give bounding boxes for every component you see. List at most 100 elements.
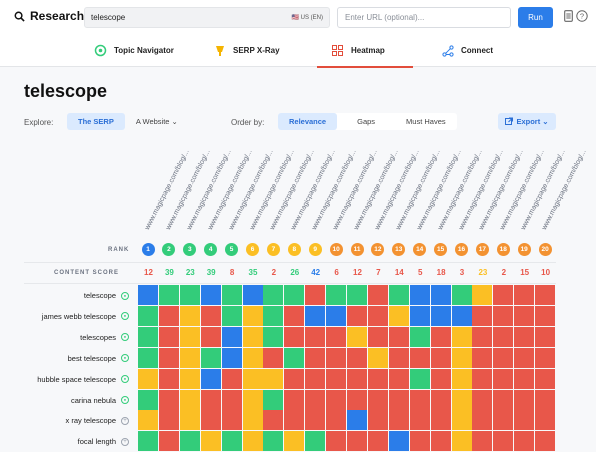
heatmap-cell[interactable]: [535, 389, 556, 410]
heatmap-cell[interactable]: [388, 368, 409, 389]
heatmap-cell[interactable]: [221, 326, 242, 347]
heatmap-cell[interactable]: [242, 389, 263, 410]
heatmap-cell[interactable]: [347, 285, 367, 305]
heatmap-cell[interactable]: [451, 368, 472, 389]
explore-option-website[interactable]: A Website ⌄: [135, 117, 178, 126]
order-option-relevance[interactable]: Relevance: [278, 113, 338, 130]
heatmap-cell[interactable]: [138, 368, 158, 389]
heatmap-cell[interactable]: [200, 305, 221, 326]
heatmap-cell[interactable]: [263, 326, 284, 347]
heatmap-cell[interactable]: [326, 305, 347, 326]
check-circle-icon[interactable]: ●: [121, 333, 129, 342]
heatmap-cell[interactable]: [367, 389, 388, 410]
heatmap-cell[interactable]: [179, 326, 200, 347]
heatmap-cell[interactable]: [367, 410, 388, 431]
heatmap-cell[interactable]: [284, 410, 305, 431]
heatmap-cell[interactable]: [179, 389, 200, 410]
check-circle-icon[interactable]: ●: [121, 312, 129, 321]
heatmap-cell[interactable]: [179, 285, 200, 305]
locale-select[interactable]: 🇺🇸 US (EN): [291, 15, 323, 21]
heatmap-cell[interactable]: [430, 431, 451, 452]
heatmap-cell[interactable]: [514, 410, 535, 431]
heatmap-cell[interactable]: [535, 431, 556, 452]
heatmap-cell[interactable]: [305, 326, 326, 347]
heatmap-cell[interactable]: [347, 347, 367, 368]
heatmap-cell[interactable]: [305, 431, 326, 452]
heatmap-cell[interactable]: [326, 389, 347, 410]
heatmap-cell[interactable]: [326, 431, 347, 452]
heatmap-row-label[interactable]: focal length +: [0, 431, 137, 452]
heatmap-row-label[interactable]: best telescope ●: [0, 348, 137, 369]
heatmap-cell[interactable]: [472, 410, 493, 431]
heatmap-cell[interactable]: [367, 326, 388, 347]
heatmap-cell[interactable]: [138, 285, 158, 305]
heatmap-cell[interactable]: [242, 305, 263, 326]
heatmap-cell[interactable]: [200, 431, 221, 452]
heatmap-cell[interactable]: [535, 347, 556, 368]
heatmap-cell[interactable]: [221, 285, 242, 305]
heatmap-cell[interactable]: [493, 326, 514, 347]
order-option-gaps[interactable]: Gaps: [357, 117, 376, 126]
heatmap-row-label[interactable]: carina nebula ●: [0, 390, 137, 411]
heatmap-cell[interactable]: [263, 431, 284, 452]
heatmap-cell[interactable]: [388, 305, 409, 326]
heatmap-cell[interactable]: [493, 347, 514, 368]
heatmap-cell[interactable]: [535, 285, 556, 305]
heatmap-cell[interactable]: [535, 410, 556, 431]
heatmap-cell[interactable]: [263, 285, 284, 305]
heatmap-cell[interactable]: [179, 368, 200, 389]
heatmap-cell[interactable]: [514, 431, 535, 452]
column-url-header[interactable]: www.magicpage.com/blog/...: [541, 148, 588, 232]
keyword-input[interactable]: telescope 🇺🇸 US (EN): [84, 7, 330, 28]
heatmap-cell[interactable]: [200, 347, 221, 368]
heatmap-cell[interactable]: [305, 389, 326, 410]
heatmap-cell[interactable]: [493, 431, 514, 452]
heatmap-cell[interactable]: [138, 305, 158, 326]
heatmap-cell[interactable]: [284, 305, 305, 326]
heatmap-cell[interactable]: [158, 368, 179, 389]
heatmap-cell[interactable]: [535, 368, 556, 389]
heatmap-cell[interactable]: [158, 305, 179, 326]
heatmap-cell[interactable]: [347, 368, 367, 389]
heatmap-cell[interactable]: [388, 410, 409, 431]
heatmap-cell[interactable]: [388, 431, 409, 452]
heatmap-cell[interactable]: [535, 305, 556, 326]
heatmap-cell[interactable]: [430, 285, 451, 305]
heatmap-cell[interactable]: [409, 347, 430, 368]
heatmap-cell[interactable]: [367, 368, 388, 389]
heatmap-cell[interactable]: [430, 368, 451, 389]
run-button[interactable]: Run: [518, 7, 553, 28]
heatmap-cell[interactable]: [158, 431, 179, 452]
heatmap-cell[interactable]: [179, 347, 200, 368]
heatmap-cell[interactable]: [158, 326, 179, 347]
heatmap-cell[interactable]: [493, 389, 514, 410]
heatmap-cell[interactable]: [388, 285, 409, 305]
heatmap-cell[interactable]: [472, 305, 493, 326]
order-option-must-haves[interactable]: Must Haves: [406, 117, 446, 126]
heatmap-cell[interactable]: [305, 305, 326, 326]
heatmap-row-label[interactable]: x ray telescope +: [0, 410, 137, 431]
heatmap-cell[interactable]: [200, 410, 221, 431]
document-icon[interactable]: [561, 9, 575, 23]
heatmap-cell[interactable]: [388, 326, 409, 347]
check-circle-icon[interactable]: ●: [121, 375, 129, 384]
heatmap-cell[interactable]: [409, 326, 430, 347]
heatmap-cell[interactable]: [430, 389, 451, 410]
heatmap-cell[interactable]: [221, 431, 242, 452]
heatmap-cell[interactable]: [284, 326, 305, 347]
heatmap-cell[interactable]: [138, 389, 158, 410]
explore-option-serp[interactable]: The SERP: [67, 113, 125, 130]
heatmap-cell[interactable]: [451, 347, 472, 368]
heatmap-cell[interactable]: [472, 347, 493, 368]
heatmap-row-label[interactable]: hubble space telescope ●: [0, 369, 137, 390]
heatmap-cell[interactable]: [493, 285, 514, 305]
heatmap-cell[interactable]: [430, 305, 451, 326]
heatmap-cell[interactable]: [493, 305, 514, 326]
heatmap-cell[interactable]: [158, 285, 179, 305]
heatmap-cell[interactable]: [284, 368, 305, 389]
plus-circle-icon[interactable]: +: [121, 437, 129, 446]
heatmap-cell[interactable]: [242, 347, 263, 368]
heatmap-cell[interactable]: [409, 285, 430, 305]
heatmap-cell[interactable]: [200, 326, 221, 347]
heatmap-cell[interactable]: [409, 389, 430, 410]
